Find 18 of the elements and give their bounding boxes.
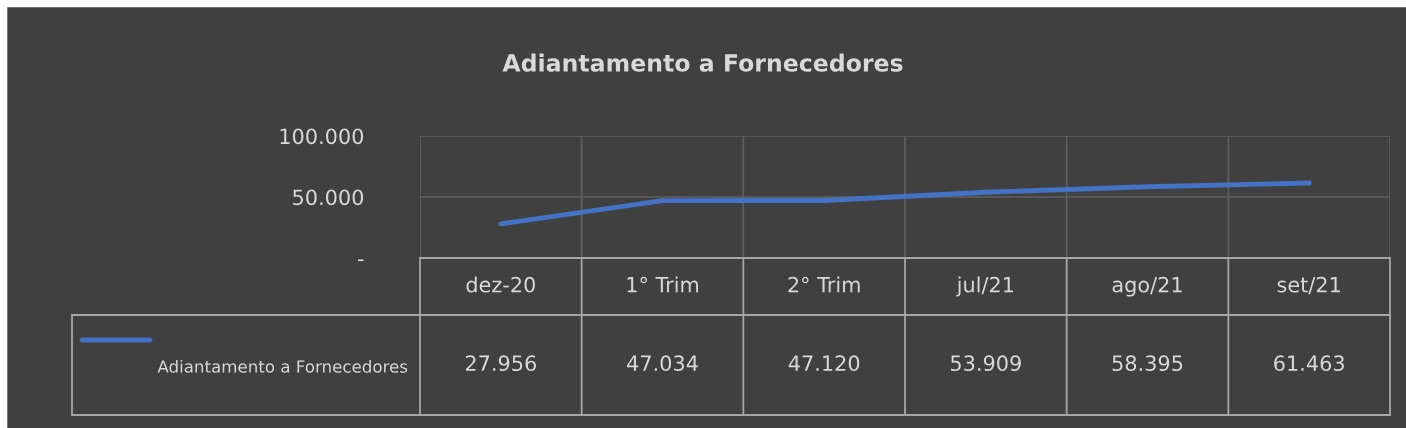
data-label: 58.395 <box>1112 355 1183 372</box>
y-tick-label: 100.000 <box>280 128 364 145</box>
x-tick-label: ago/21 <box>1112 276 1182 297</box>
x-tick-label: jul/21 <box>956 276 1014 297</box>
data-label: 53.909 <box>950 355 1021 372</box>
x-tick-label: dez-20 <box>466 276 535 293</box>
data-label: 27.956 <box>465 355 536 372</box>
data-label: 61.463 <box>1274 355 1344 372</box>
line-series <box>498 180 1312 227</box>
y-tick-label: 50.000 <box>293 189 364 206</box>
x-tick-label: 2° Trim <box>788 276 860 293</box>
chart-title: Adiantamento a Fornecedores <box>502 53 903 72</box>
x-tick-label: set/21 <box>1277 276 1340 295</box>
x-tick-label: 1° Trim <box>627 276 699 293</box>
data-label: 47.120 <box>788 355 860 372</box>
text: Adiantamento a Fornecedores <box>157 359 408 373</box>
data-label: 47.034 <box>627 355 698 372</box>
y-tick-label: - <box>357 259 364 262</box>
